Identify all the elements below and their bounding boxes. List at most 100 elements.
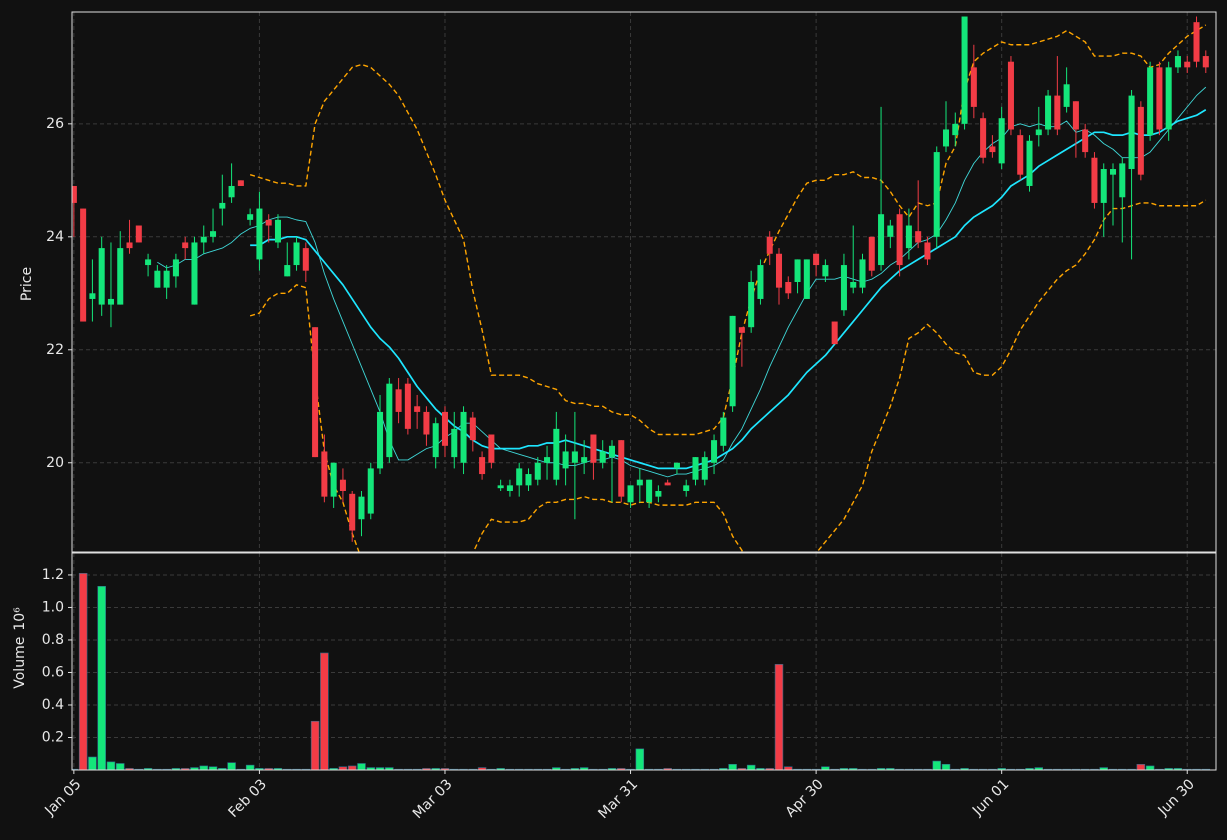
volume-bar (357, 763, 366, 770)
candle-body (423, 411, 430, 435)
candle-body (451, 428, 458, 458)
candle-body (673, 462, 680, 469)
volume-bar (784, 766, 793, 770)
candle-body (1137, 106, 1144, 175)
candle-body (581, 457, 588, 463)
volume-bar (199, 765, 208, 770)
candle-body (200, 236, 207, 243)
candle-body (878, 214, 885, 266)
volume-bar (941, 764, 951, 770)
candle-body (785, 282, 792, 294)
candle-body (145, 259, 152, 266)
candle-body (1109, 169, 1117, 175)
candle-body (859, 259, 866, 288)
candle-body (683, 485, 690, 491)
candle-body (302, 248, 309, 271)
candle-body (1156, 67, 1163, 130)
candle-body (998, 118, 1005, 164)
candle-body (1119, 163, 1126, 198)
candle-body (599, 451, 606, 463)
y-tick-label: 22 (46, 342, 64, 358)
candle-body (98, 248, 105, 305)
candle-body (850, 282, 857, 288)
candle-body (1072, 101, 1079, 130)
volume-bar (78, 573, 88, 770)
candle-body (135, 225, 142, 243)
candle-body (1147, 67, 1154, 136)
candle-body (1165, 67, 1172, 130)
candle-body (701, 457, 708, 480)
candle-body (1054, 95, 1061, 130)
candle-body (692, 457, 699, 480)
price-frame (71, 11, 1217, 553)
y-tick-label: 20 (46, 455, 64, 471)
candle-body (1091, 157, 1098, 203)
candle-body (497, 485, 504, 489)
candle-body (1063, 84, 1070, 107)
candle-body (608, 445, 616, 458)
volume-bar (227, 762, 236, 770)
volume-bar (1145, 765, 1155, 770)
candle-body (775, 253, 783, 288)
candle-body (479, 457, 486, 475)
candle-body (1174, 56, 1181, 68)
candle-body (980, 118, 987, 158)
candle-body (358, 496, 365, 520)
candle-body (330, 462, 337, 497)
candle-body (711, 440, 718, 463)
volume-bar (728, 764, 737, 770)
candle-body (80, 208, 87, 322)
volume-bar (932, 760, 941, 770)
volume-bar (88, 756, 97, 770)
candle-body (154, 270, 161, 288)
volume-bar (106, 761, 116, 770)
candle-body (794, 259, 801, 282)
candle-body (1026, 140, 1033, 186)
candle-body (989, 146, 996, 153)
candle-body (525, 474, 532, 486)
candle-body (720, 417, 727, 446)
candle-body (664, 482, 671, 486)
candle-body (757, 265, 764, 299)
candle-body (460, 411, 467, 463)
candle-body (256, 208, 263, 260)
candle-body (349, 493, 356, 531)
candle-body (942, 129, 950, 147)
candle-body (386, 383, 393, 458)
candle-body (182, 242, 189, 249)
volume-bar (635, 748, 645, 770)
candle-body (803, 259, 810, 299)
price-plot (72, 12, 1216, 552)
volume-label-exponent: 10⁶ (12, 607, 28, 631)
volume-bar (347, 765, 357, 770)
candle-body (414, 406, 421, 412)
candle-body (729, 315, 736, 407)
candle-body (228, 185, 235, 198)
candle-body (1007, 61, 1014, 130)
candle-body (933, 152, 940, 237)
candle-body (432, 423, 439, 458)
price-axis-label: Price (19, 267, 35, 301)
candle-body (1202, 56, 1209, 68)
candle-body (590, 434, 597, 463)
candle-body (163, 270, 170, 288)
candle-body (506, 485, 513, 491)
candle-body (905, 225, 912, 249)
volume-bar (208, 766, 218, 770)
candle-body (766, 236, 773, 254)
volume-axis-label: Volume 10⁶ (12, 607, 28, 689)
y-tick-label: 1.2 (42, 567, 64, 583)
y-tick-label: 0.4 (42, 697, 64, 713)
candle-body (831, 321, 838, 345)
candle-body (1017, 135, 1024, 175)
candle-body (961, 16, 968, 124)
volume-bar (774, 664, 784, 770)
volume-bar (97, 586, 106, 770)
candle-body (813, 253, 820, 266)
candle-body (172, 259, 179, 277)
candle-body (636, 479, 643, 486)
candle-body (1193, 22, 1200, 62)
y-tick-label: 0.6 (42, 664, 64, 680)
candle-body (339, 479, 346, 491)
